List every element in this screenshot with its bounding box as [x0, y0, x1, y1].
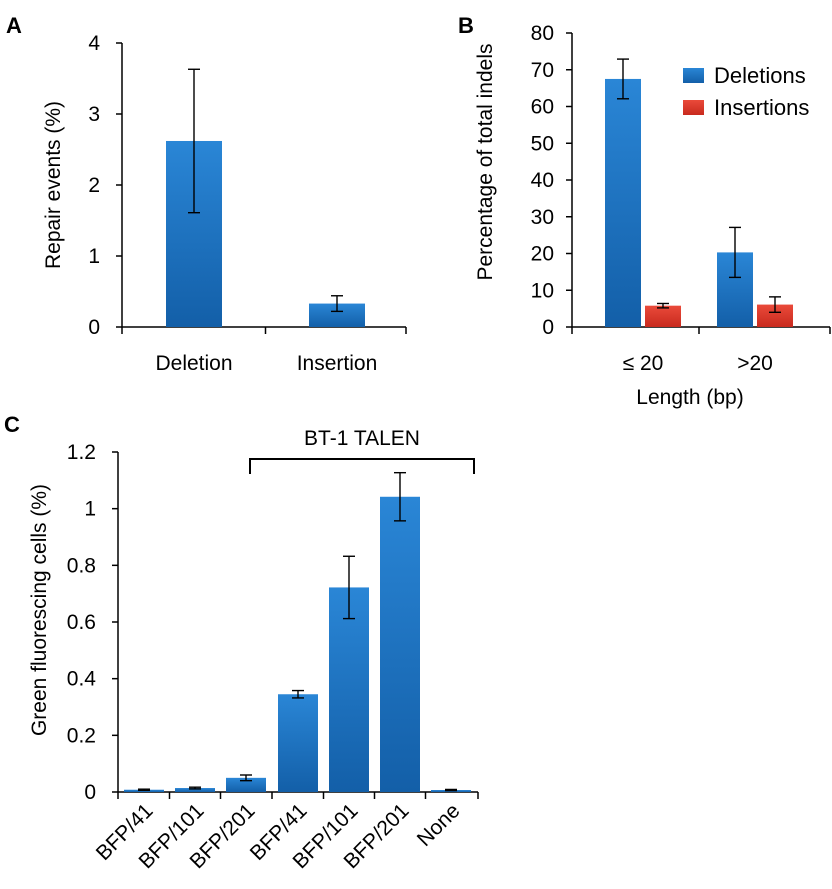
- x-axis-label-b: Length (bp): [636, 386, 743, 409]
- bar-c: [380, 496, 420, 792]
- y-tick-label-c: 1.2: [67, 441, 96, 464]
- y-tick-label-b: 40: [531, 169, 554, 192]
- legend-label-insertions: Insertions: [714, 95, 809, 120]
- legend-b: Deletions Insertions: [683, 63, 809, 120]
- y-tick-label-b: 70: [531, 59, 554, 82]
- bar-b: [757, 304, 793, 327]
- legend-swatch-insertions: [683, 100, 704, 115]
- y-axis-label-a: Repair events (%): [42, 101, 65, 269]
- y-tick-label-b: 0: [542, 316, 554, 339]
- panel-label-c: C: [4, 412, 20, 437]
- panel-label-a: A: [6, 13, 22, 38]
- x-tick-label-a: Deletion: [155, 352, 232, 375]
- y-tick-label-a: 2: [88, 174, 100, 197]
- y-tick-label-a: 1: [88, 245, 100, 268]
- bar-c: [175, 788, 215, 792]
- y-tick-label-c: 0.8: [67, 554, 96, 577]
- bar-c: [226, 777, 266, 792]
- y-tick-label-a: 3: [88, 103, 100, 126]
- y-tick-label-c: 0.2: [67, 724, 96, 747]
- y-tick-label-a: 4: [88, 32, 100, 55]
- bar-a: [309, 303, 365, 327]
- y-tick-label-b: 50: [531, 132, 554, 155]
- chart-panel-c: Green fluorescing cells (%) BT-1 TALEN 0…: [28, 427, 479, 873]
- panel-label-b: B: [458, 13, 474, 38]
- y-tick-label-b: 20: [531, 243, 554, 266]
- y-tick-label-c: 0.4: [67, 668, 97, 691]
- y-axis-label-c: Green fluorescing cells (%): [28, 484, 51, 736]
- y-tick-label-b: 60: [531, 96, 554, 119]
- legend-swatch-deletions: [683, 68, 704, 83]
- talen-bracket-label: BT-1 TALEN: [304, 427, 420, 450]
- x-tick-label-a: Insertion: [297, 352, 378, 375]
- bar-b: [605, 78, 641, 327]
- y-tick-label-b: 30: [531, 206, 554, 229]
- y-tick-label-a: 0: [88, 316, 100, 339]
- bar-b: [645, 305, 681, 327]
- chart-panel-a: Repair events (%) 0 1 2 3 4 Deletion Insertion: [42, 32, 407, 375]
- y-axis-label-b: Percentage of total indels: [474, 44, 497, 281]
- chart-panel-b: Percentage of total indels Length (bp) D…: [474, 22, 831, 409]
- y-tick-label-c: 1: [84, 498, 96, 521]
- y-tick-label-c: 0.6: [67, 611, 96, 634]
- x-tick-label-c: None: [413, 799, 465, 851]
- bar-c: [329, 587, 369, 792]
- x-tick-label-b: >20: [737, 352, 773, 375]
- y-tick-label-c: 0: [84, 781, 96, 804]
- talen-bracket: [249, 458, 475, 474]
- bar-c: [278, 694, 318, 792]
- legend-label-deletions: Deletions: [714, 63, 806, 88]
- y-tick-label-b: 80: [531, 22, 554, 45]
- x-tick-label-b: ≤ 20: [623, 352, 664, 375]
- y-tick-label-b: 10: [531, 279, 554, 302]
